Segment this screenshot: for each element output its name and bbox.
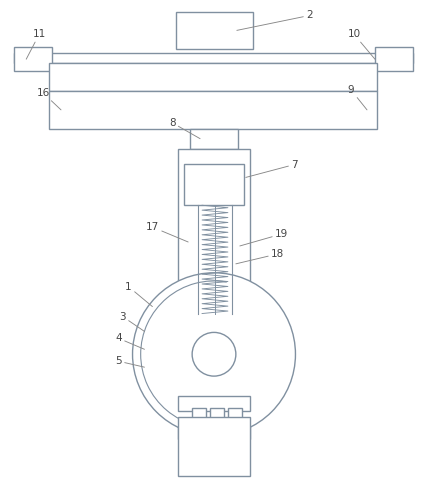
Text: 10: 10 bbox=[347, 29, 374, 59]
Text: 8: 8 bbox=[169, 118, 200, 139]
Bar bbox=[14, 53, 412, 63]
Text: 16: 16 bbox=[36, 88, 61, 110]
Bar bbox=[227, 408, 241, 418]
Circle shape bbox=[132, 273, 295, 436]
Bar bbox=[49, 91, 376, 129]
Text: 4: 4 bbox=[115, 334, 144, 349]
Text: 17: 17 bbox=[145, 222, 188, 242]
Text: 11: 11 bbox=[26, 29, 46, 59]
Bar bbox=[178, 417, 249, 477]
Circle shape bbox=[192, 333, 235, 376]
Bar bbox=[178, 396, 249, 411]
Text: 1: 1 bbox=[125, 281, 152, 307]
Text: 7: 7 bbox=[245, 160, 297, 177]
Bar bbox=[49, 63, 376, 91]
Bar bbox=[210, 408, 223, 418]
Text: 5: 5 bbox=[115, 356, 144, 367]
Bar bbox=[374, 47, 412, 71]
Text: 18: 18 bbox=[235, 249, 284, 264]
Bar bbox=[190, 129, 237, 148]
Bar bbox=[178, 148, 249, 439]
Text: 19: 19 bbox=[239, 229, 288, 246]
Bar bbox=[176, 12, 252, 49]
Text: 2: 2 bbox=[236, 11, 312, 30]
Bar bbox=[184, 163, 243, 205]
Bar bbox=[14, 47, 52, 71]
Text: 9: 9 bbox=[347, 85, 366, 110]
Bar bbox=[192, 408, 206, 418]
Text: 3: 3 bbox=[119, 311, 144, 332]
